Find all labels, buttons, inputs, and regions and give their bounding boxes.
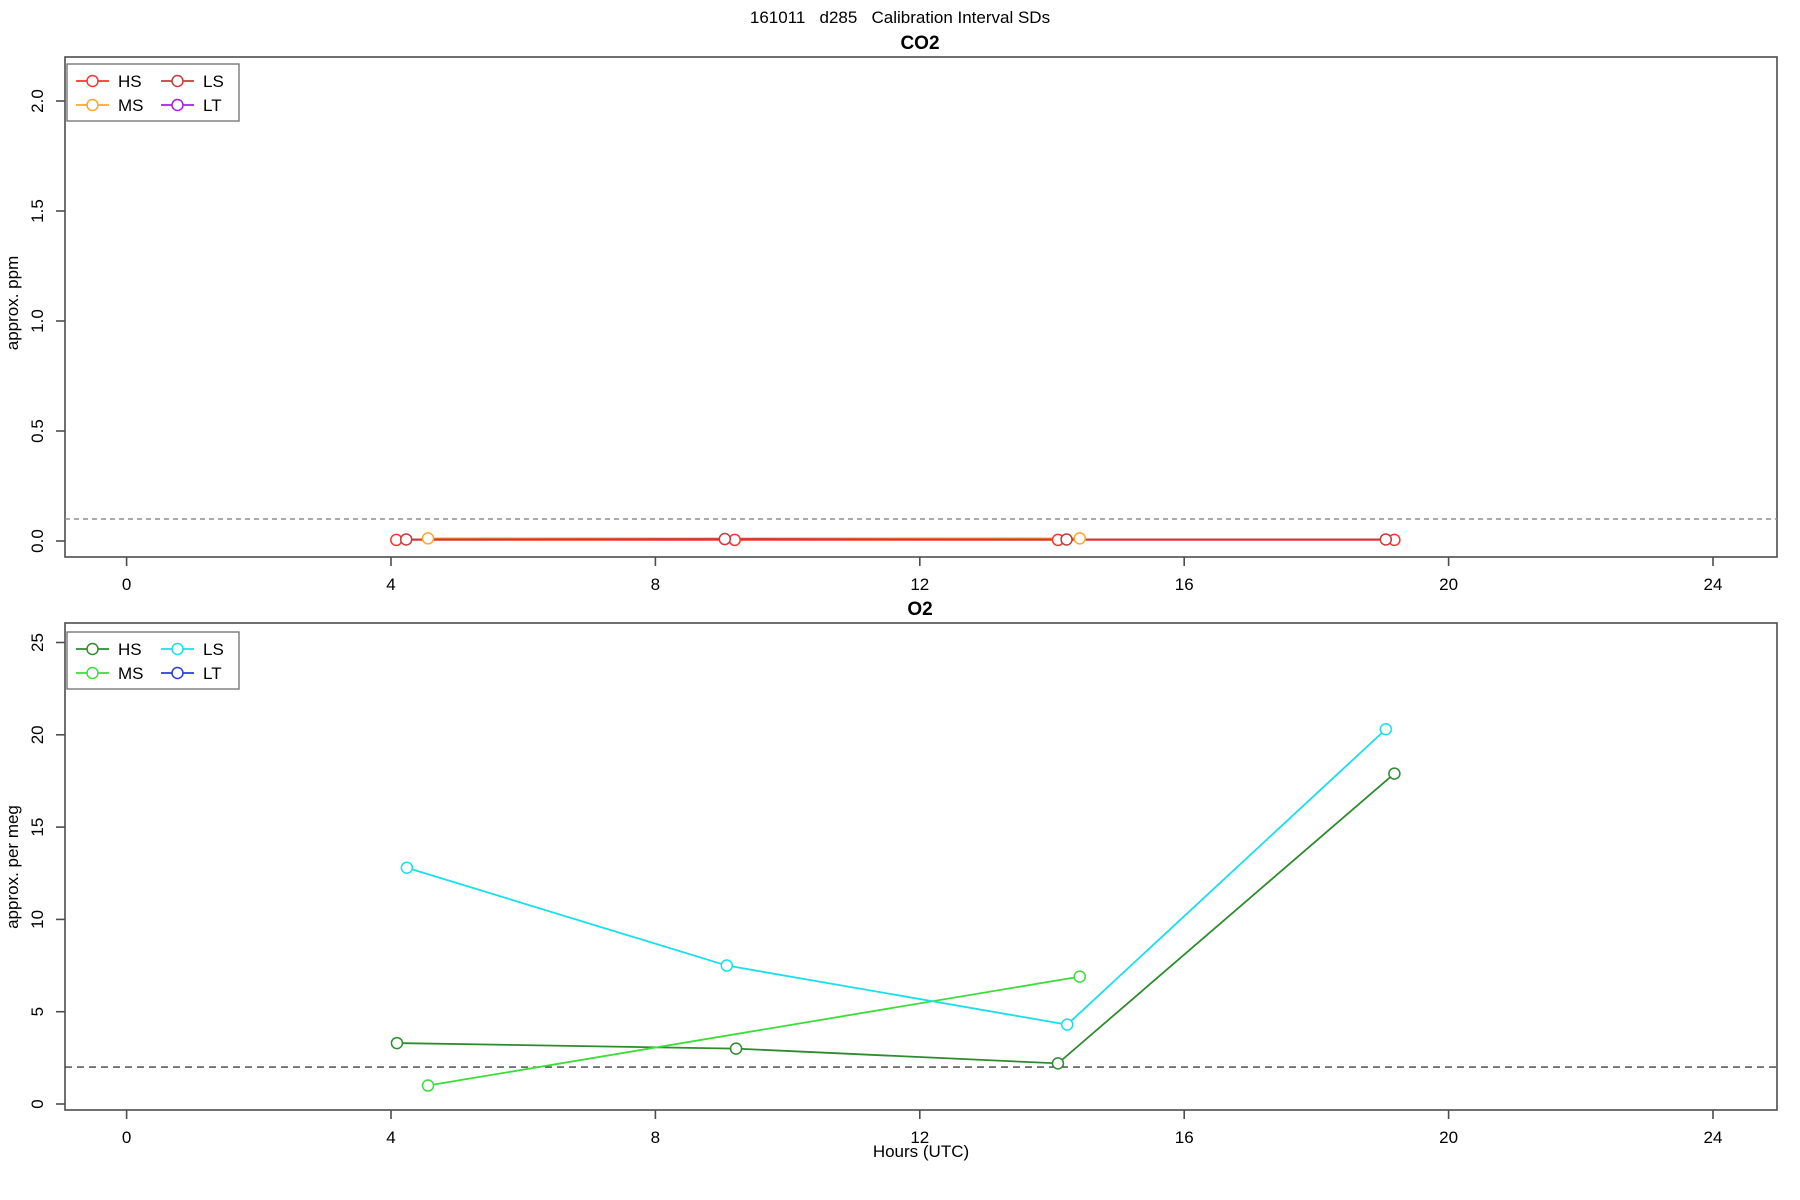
main-title: 161011 d285 Calibration Interval SDs <box>749 8 1051 27</box>
co2-y-tick-label: 0.0 <box>28 529 47 553</box>
co2-legend-label-LT: LT <box>203 96 222 115</box>
co2-legend-marker-LT <box>171 98 184 112</box>
o2-series-line-LS <box>406 728 1387 1026</box>
o2-point-MS <box>1073 970 1087 983</box>
o2-point-MS <box>421 1079 435 1092</box>
co2-x-tick-label: 20 <box>1439 575 1458 594</box>
co2-y-tick-label: 0.5 <box>28 419 47 443</box>
o2-y-tick-label: 10 <box>28 910 47 929</box>
co2-legend-box <box>66 63 240 122</box>
o2-legend-label-LT: LT <box>203 664 222 683</box>
co2-point-LS <box>1060 533 1073 546</box>
o2-y-tick-label: 25 <box>28 633 47 652</box>
o2-point-HS <box>1388 767 1401 780</box>
o2-y-tick-label: 15 <box>28 818 47 837</box>
co2-x-tick-label: 24 <box>1704 575 1723 594</box>
o2-legend-label-HS: HS <box>118 640 142 659</box>
o2-x-tick-label: 20 <box>1439 1128 1458 1147</box>
co2-point-LS <box>1379 533 1393 546</box>
co2-x-tick-label: 8 <box>651 575 660 594</box>
co2-point-MS <box>1073 532 1087 545</box>
co2-point-LS <box>399 533 413 546</box>
co2-x-tick-label: 0 <box>122 575 131 594</box>
co2-legend-label-LS: LS <box>203 72 224 91</box>
co2-point-MS <box>421 532 435 545</box>
x-axis-label: Hours (UTC) <box>872 1142 970 1161</box>
o2-legend-box <box>66 631 240 690</box>
co2-x-tick-label: 16 <box>1175 575 1194 594</box>
o2-point-LS <box>1060 1018 1074 1031</box>
o2-x-tick-label: 24 <box>1704 1128 1723 1147</box>
o2-point-HS <box>390 1036 404 1050</box>
o2-point-LS <box>1379 723 1393 736</box>
o2-point-LS <box>400 861 414 874</box>
co2-legend-marker-MS <box>86 98 99 112</box>
o2-point-HS <box>729 1042 743 1055</box>
o2-legend-label-MS: MS <box>118 664 144 683</box>
o2-plot-frame <box>64 622 1778 1111</box>
co2-legend-marker-LS <box>171 74 184 88</box>
co2-plot-frame <box>64 56 1778 558</box>
co2-x-tick-label: 4 <box>386 575 395 594</box>
co2-y-tick-label: 1.5 <box>28 199 47 223</box>
o2-series-line-HS <box>396 772 1395 1065</box>
o2-y-tick-label: 5 <box>28 1007 47 1016</box>
co2-y-tick-label: 1.0 <box>28 309 47 333</box>
co2-y-tick-label: 2.0 <box>28 89 47 113</box>
co2-legend-label-MS: MS <box>118 96 144 115</box>
co2-legend-label-HS: HS <box>118 72 142 91</box>
o2-x-tick-label: 4 <box>386 1128 395 1147</box>
o2-y-tick-label: 0 <box>28 1099 47 1108</box>
o2-point-LS <box>720 959 734 972</box>
o2-x-tick-label: 12 <box>910 1128 929 1147</box>
o2-y-tick-label: 20 <box>28 725 47 744</box>
o2-legend-marker-LS <box>171 642 184 656</box>
o2-x-tick-label: 0 <box>122 1128 131 1147</box>
o2-point-HS <box>1051 1057 1065 1070</box>
o2-legend-marker-LT <box>171 666 184 680</box>
o2-legend-marker-HS <box>86 642 99 656</box>
co2-panel-title: CO2 <box>900 33 940 54</box>
o2-legend-label-LS: LS <box>203 640 224 659</box>
o2-x-tick-label: 8 <box>651 1128 660 1147</box>
co2-legend-marker-HS <box>86 74 99 88</box>
o2-legend-marker-MS <box>86 666 99 680</box>
o2-x-tick-label: 16 <box>1175 1128 1194 1147</box>
co2-point-LS <box>718 532 732 546</box>
o2-panel-title: O2 <box>907 599 933 620</box>
o2-series-line-MS <box>427 975 1080 1087</box>
co2-x-tick-label: 12 <box>910 575 929 594</box>
